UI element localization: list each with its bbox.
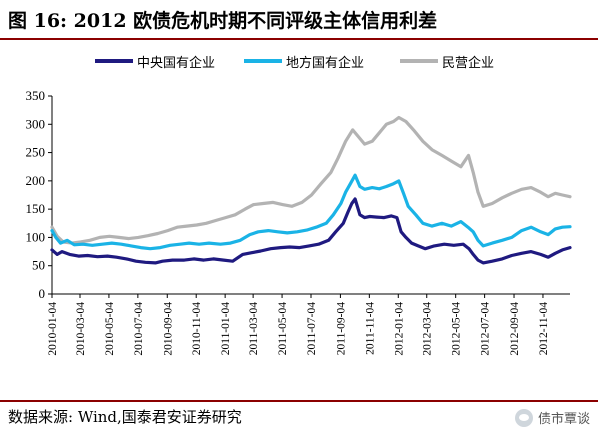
legend-item-central-soe: 中央国有企业 — [95, 51, 215, 71]
credit-spread-line-chart: 0 50 100 150 200 250 300 350 2010-01-04 2010-03-0… — [26, 88, 572, 356]
y-tick-label: 100 — [26, 229, 46, 244]
legend-swatch-local-soe — [244, 59, 282, 63]
x-tick-label: 2012-05-04 — [451, 302, 463, 356]
x-tick-label: 2012-07-04 — [480, 302, 492, 356]
y-tick-label: 250 — [26, 145, 46, 160]
x-tick-label: 2011-11-04 — [364, 302, 376, 355]
source-divider — [0, 400, 598, 402]
legend-swatch-private — [400, 59, 438, 63]
legend-swatch-central-soe — [95, 59, 133, 63]
figure-title: 图 16: 2012 欧债危机时期不同评级主体信用利差 — [8, 10, 438, 32]
x-tick-label: 2011-07-04 — [306, 302, 318, 355]
legend-label-local-soe: 地方国有企业 — [286, 55, 365, 71]
x-tick-label: 2012-11-04 — [538, 302, 550, 355]
data-source-note: 数据来源: Wind,国泰君安证券研究 — [8, 408, 242, 426]
x-tick-label: 2012-01-04 — [393, 302, 405, 356]
legend-item-local-soe: 地方国有企业 — [244, 51, 364, 71]
y-tick-label: 50 — [32, 258, 45, 273]
y-tick-label: 150 — [26, 201, 46, 216]
title-divider — [0, 38, 598, 40]
y-tick-label: 300 — [26, 116, 46, 131]
x-tick-label: 2010-09-04 — [162, 302, 174, 356]
x-tick-label: 2011-05-04 — [277, 302, 289, 355]
x-tick-label: 2012-09-04 — [509, 302, 521, 356]
x-tick-label: 2011-09-04 — [335, 302, 347, 355]
legend-label-central-soe: 中央国有企业 — [137, 55, 216, 71]
figure-title-bar: 图 16: 2012 欧债危机时期不同评级主体信用利差 — [0, 0, 598, 36]
series-line-private — [50, 115, 572, 245]
x-tick-label: 2010-11-04 — [191, 302, 203, 355]
x-tick-label: 2010-01-04 — [47, 302, 59, 356]
series-line-local-soe — [50, 173, 572, 251]
x-tick-label: 2010-07-04 — [133, 302, 145, 356]
x-tick-label: 2010-05-04 — [104, 302, 116, 356]
x-tick-label: 2011-01-04 — [220, 302, 232, 355]
x-tick-label: 2011-03-04 — [248, 302, 260, 355]
wechat-icon — [514, 408, 533, 427]
watermark: 债市覃谈 — [514, 408, 590, 427]
y-tick-label: 350 — [26, 88, 46, 103]
x-tick-label: 2010-03-04 — [75, 302, 87, 356]
x-tick-label: 2012-03-04 — [422, 302, 434, 356]
chart-legend: 中央国有企业 地方国有企业 民营企业 — [0, 51, 598, 71]
series-line-central-soe — [50, 197, 572, 265]
watermark-text: 债市覃谈 — [537, 412, 590, 427]
legend-label-private: 民营企业 — [442, 55, 495, 71]
y-tick-label: 0 — [39, 286, 46, 301]
y-tick-label: 200 — [26, 173, 46, 188]
legend-item-private: 民营企业 — [400, 51, 494, 71]
